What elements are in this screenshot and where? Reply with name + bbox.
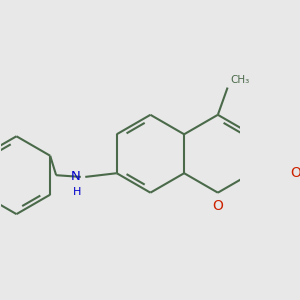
Text: N: N <box>71 170 81 183</box>
Text: O: O <box>212 199 223 213</box>
Text: CH₃: CH₃ <box>231 75 250 85</box>
Text: H: H <box>72 187 81 196</box>
Text: O: O <box>290 166 300 180</box>
